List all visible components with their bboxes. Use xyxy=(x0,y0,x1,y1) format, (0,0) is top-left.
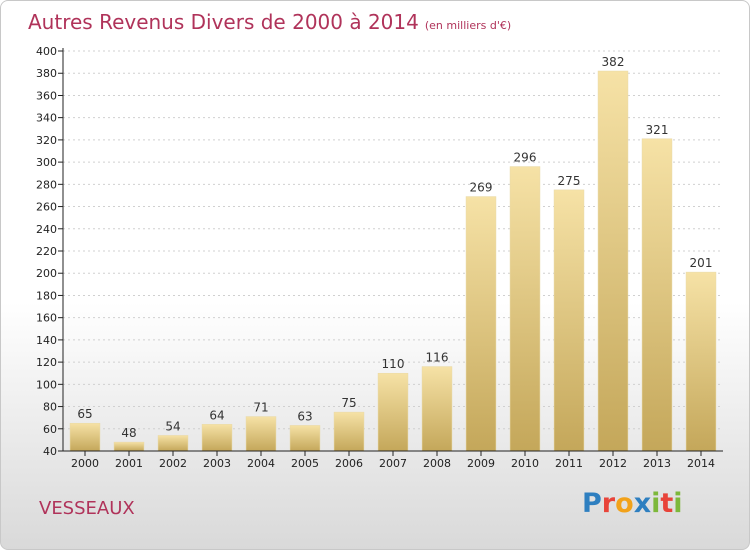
bar-value-label: 54 xyxy=(165,419,180,433)
bar-value-label: 321 xyxy=(646,123,669,137)
y-tick-label: 100 xyxy=(36,378,57,391)
bar xyxy=(465,196,497,452)
bar-value-label: 63 xyxy=(297,409,312,423)
chart-unit: (en milliers d'€) xyxy=(424,19,512,32)
chart-title-text: Autres Revenus Divers de 2000 à 2014 xyxy=(28,10,419,34)
bar xyxy=(421,366,453,452)
x-tick-label: 2014 xyxy=(687,457,715,470)
y-tick-label: 80 xyxy=(43,401,57,414)
bar-value-label: 201 xyxy=(690,256,713,270)
bar xyxy=(641,138,673,452)
logo-letter: i xyxy=(651,488,661,519)
logo-letter: r xyxy=(601,488,616,519)
chart-title: Autres Revenus Divers de 2000 à 2014 (en … xyxy=(28,10,511,34)
bar xyxy=(245,416,277,452)
y-tick-label: 240 xyxy=(36,223,57,236)
x-tick-label: 2001 xyxy=(115,457,143,470)
bar xyxy=(289,425,321,452)
x-tick-label: 2000 xyxy=(71,457,99,470)
logo-letter: P xyxy=(582,488,602,519)
y-tick-label: 360 xyxy=(36,89,57,102)
bar-value-label: 275 xyxy=(558,174,581,188)
bar-value-label: 116 xyxy=(426,351,449,365)
y-tick-label: 180 xyxy=(36,289,57,302)
bar xyxy=(553,189,585,452)
bar xyxy=(333,411,365,452)
y-tick-label: 160 xyxy=(36,312,57,325)
bar xyxy=(69,422,101,452)
bar-value-label: 110 xyxy=(382,357,405,371)
bar-value-label: 64 xyxy=(209,408,224,422)
x-tick-label: 2008 xyxy=(423,457,451,470)
y-tick-label: 300 xyxy=(36,156,57,169)
logo-letter: i xyxy=(673,488,683,519)
y-tick-label: 340 xyxy=(36,112,57,125)
x-tick-label: 2006 xyxy=(335,457,363,470)
labels: 40 60 80 100 120 140 160 180 200 220 240 260 280 300 3… xyxy=(36,45,715,470)
logo-letter: t xyxy=(660,488,674,519)
bar-value-label: 71 xyxy=(253,401,268,415)
logo-letter: o xyxy=(615,488,634,519)
bar-value-label: 382 xyxy=(602,55,625,69)
x-tick-label: 2005 xyxy=(291,457,319,470)
bar-value-label: 65 xyxy=(77,407,92,421)
bar-value-label: 48 xyxy=(121,426,136,440)
commune-name: VESSEAUX xyxy=(39,498,135,519)
bar xyxy=(157,435,189,452)
axes xyxy=(58,48,723,456)
y-tick-label: 320 xyxy=(36,134,57,147)
y-tick-label: 380 xyxy=(36,67,57,80)
x-tick-label: 2010 xyxy=(511,457,539,470)
y-tick-label: 260 xyxy=(36,201,57,214)
y-tick-label: 140 xyxy=(36,334,57,347)
y-tick-label: 280 xyxy=(36,178,57,191)
x-tick-label: 2013 xyxy=(643,457,671,470)
y-tick-label: 60 xyxy=(43,423,57,436)
bar xyxy=(509,166,541,452)
bar xyxy=(113,441,145,452)
bar xyxy=(377,372,409,452)
x-tick-label: 2012 xyxy=(599,457,627,470)
y-tick-label: 120 xyxy=(36,356,57,369)
bar xyxy=(685,271,717,452)
logo-letter: x xyxy=(633,488,652,519)
y-tick-label: 400 xyxy=(36,45,57,58)
x-tick-label: 2002 xyxy=(159,457,187,470)
bar-value-label: 296 xyxy=(514,151,537,165)
y-tick-label: 220 xyxy=(36,245,57,258)
y-tick-label: 40 xyxy=(43,445,57,458)
x-tick-label: 2011 xyxy=(555,457,583,470)
bar-value-label: 269 xyxy=(470,181,493,195)
bars xyxy=(69,70,717,452)
x-tick-label: 2003 xyxy=(203,457,231,470)
y-tick-label: 200 xyxy=(36,267,57,280)
x-tick-label: 2007 xyxy=(379,457,407,470)
bar xyxy=(201,424,233,452)
proxiti-logo: Proxiti xyxy=(582,488,683,519)
x-tick-label: 2009 xyxy=(467,457,495,470)
bar-value-label: 75 xyxy=(341,396,356,410)
bar xyxy=(597,70,629,452)
x-tick-label: 2004 xyxy=(247,457,275,470)
